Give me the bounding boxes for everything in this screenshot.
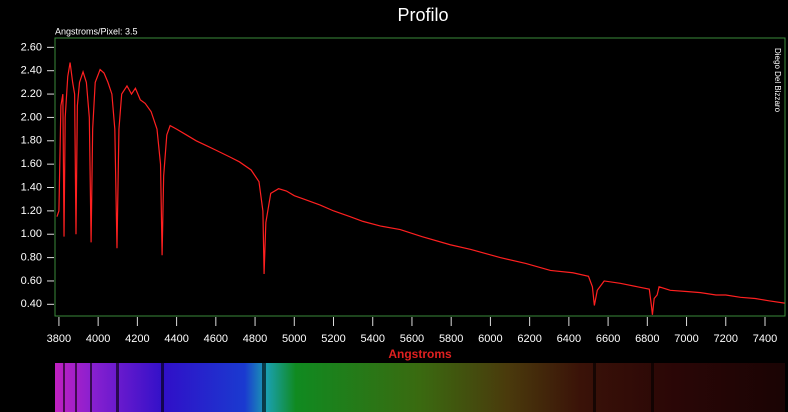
x-tick-label: 5800 [439,333,463,345]
x-tick-label: 6800 [635,333,659,345]
x-tick-label: 7200 [714,333,738,345]
x-tick-label: 7000 [674,333,698,345]
spectrum-lines [63,363,654,412]
x-tick-label: 4600 [204,333,228,345]
x-tick-label: 5000 [282,333,306,345]
y-tick-label: 1.40 [21,181,42,193]
spectrum-strip [55,363,785,412]
y-tick-label: 2.60 [21,41,42,53]
x-tick-label: 6200 [517,333,541,345]
y-tick-label: 1.80 [21,135,42,147]
x-tick-label: 6400 [557,333,581,345]
y-tick-label: 0.40 [21,298,42,310]
x-tick-label: 4200 [125,333,149,345]
y-tick-label: 2.20 [21,88,42,100]
spectrum-line [56,62,785,315]
y-tick-label: 1.60 [21,158,42,170]
y-tick-label: 0.60 [21,275,42,287]
x-tick-label: 4400 [164,333,188,345]
y-tick-label: 2.40 [21,65,42,77]
x-tick-label: 3800 [47,333,71,345]
x-tick-label: 7400 [753,333,777,345]
chart-subtitle: Angstroms/Pixel: 3.5 [55,26,138,36]
x-tick-label: 4800 [243,333,267,345]
x-tick-label: 6000 [478,333,502,345]
y-tick-label: 1.00 [21,228,42,240]
x-tick-label: 6600 [596,333,620,345]
x-tick-label: 4000 [86,333,110,345]
x-axis-label: Angstroms [388,347,452,361]
x-tick-label: 5400 [360,333,384,345]
y-tick-label: 2.00 [21,111,42,123]
x-tick-label: 5600 [400,333,424,345]
plot-frame [54,37,786,317]
y-tick-label: 0.80 [21,252,42,264]
annotation: Diego Del Bizzaro [773,48,782,113]
x-tick-label: 5200 [321,333,345,345]
y-tick-label: 1.20 [21,205,42,217]
chart-title: Profilo [397,5,448,25]
